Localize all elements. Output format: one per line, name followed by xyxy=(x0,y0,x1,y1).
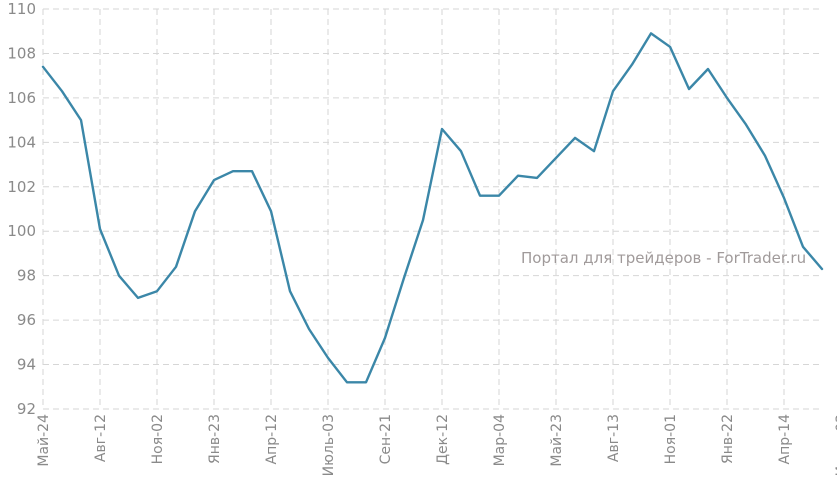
x-tick-label: Апр-12 xyxy=(264,414,280,464)
series-layer xyxy=(41,32,824,384)
x-tick-label: Ноя-01 xyxy=(663,414,679,464)
y-tick-label: 98 xyxy=(17,267,36,285)
watermark: Портал для трейдеров - ForTrader.ru xyxy=(521,249,806,267)
x-tick-label: Янв-23 xyxy=(207,414,223,464)
series-line xyxy=(41,32,824,384)
x-tick-label: Дек-12 xyxy=(435,414,451,465)
y-axis-ticks: 92 94 96 98 100 102 104 106 108 110 xyxy=(7,0,36,418)
y-tick-label: 96 xyxy=(17,311,36,329)
x-tick-label: Июль-03 xyxy=(834,414,837,476)
y-tick-label: 108 xyxy=(7,44,36,62)
x-tick-label: Авг-12 xyxy=(93,414,109,462)
x-tick-label: Сен-21 xyxy=(378,414,394,464)
y-tick-label: 94 xyxy=(17,356,36,374)
x-tick-label: Май-24 xyxy=(36,414,52,467)
y-tick-label: 102 xyxy=(7,178,36,196)
x-tick-label: Июль-03 xyxy=(321,414,337,476)
x-axis-ticks: Май-24 Авг-12 Ноя-02 Янв-23 Апр-12 Июль-03 Сен… xyxy=(36,414,837,476)
x-tick-label: Мар-04 xyxy=(492,414,508,467)
y-tick-label: 106 xyxy=(7,89,36,107)
y-tick-label: 92 xyxy=(17,400,36,418)
y-tick-label: 100 xyxy=(7,222,36,240)
x-tick-label: Май-23 xyxy=(549,414,565,467)
gridlines xyxy=(42,8,822,410)
x-tick-label: Апр-14 xyxy=(777,414,793,465)
x-tick-label: Ноя-02 xyxy=(150,414,166,464)
y-tick-label: 104 xyxy=(7,133,36,151)
y-tick-label: 110 xyxy=(7,0,36,18)
x-tick-label: Авг-13 xyxy=(606,414,622,462)
x-tick-label: Янв-22 xyxy=(720,414,736,464)
